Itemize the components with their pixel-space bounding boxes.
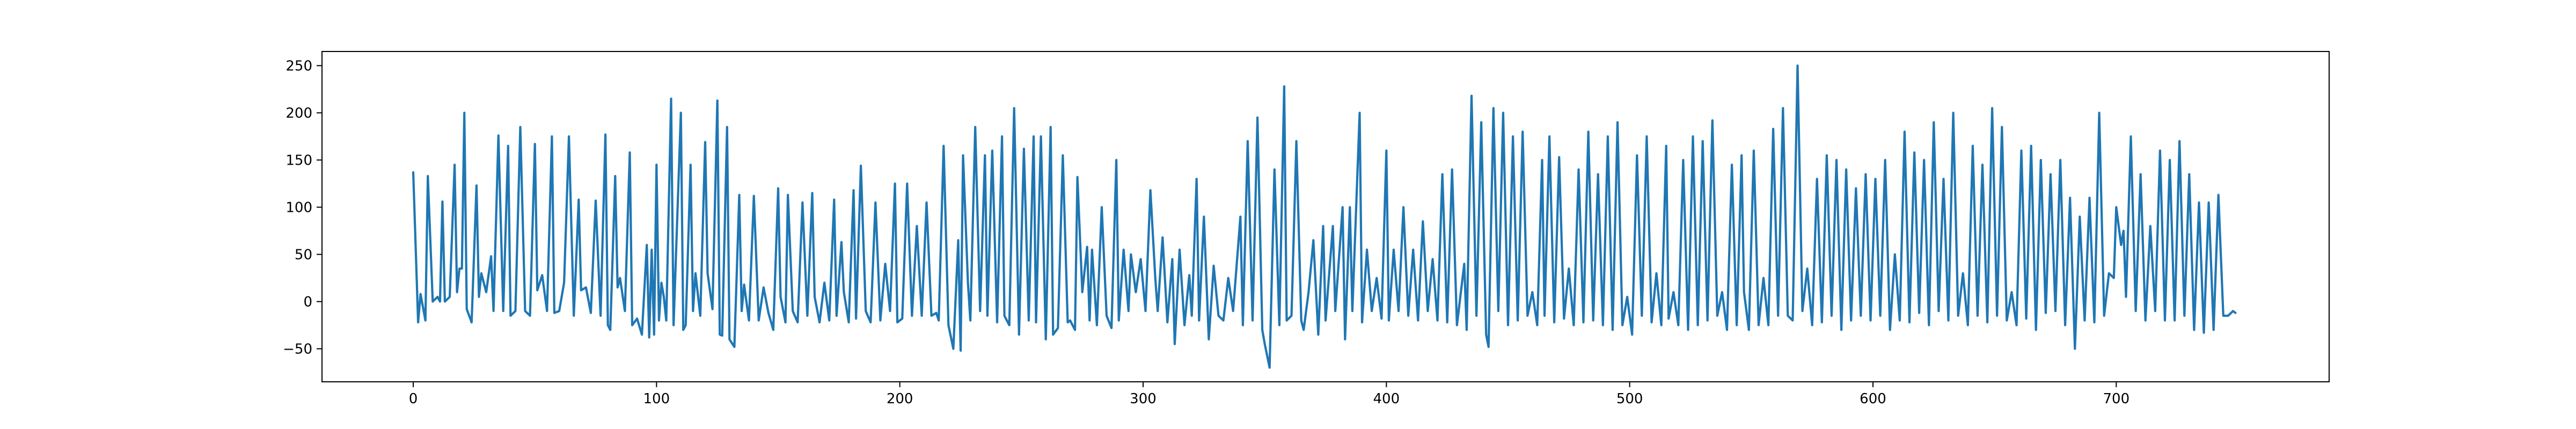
x-axis: 0 100 200 300 400 500 600 700 <box>409 382 2129 407</box>
x-tick-label: 700 <box>2103 391 2130 407</box>
y-tick-label: −50 <box>283 341 312 357</box>
y-tick-label: 250 <box>286 58 312 74</box>
series-line <box>412 64 2237 369</box>
y-tick-label: 0 <box>303 294 312 310</box>
y-tick-label: 100 <box>286 199 312 216</box>
y-axis: −50 0 50 100 150 200 250 <box>283 58 322 357</box>
axes-frame <box>321 51 2330 382</box>
x-tick-label: 600 <box>1860 391 1886 407</box>
y-tick-label: 200 <box>286 105 312 121</box>
x-tick-label: 300 <box>1130 391 1157 407</box>
y-tick-label: 150 <box>286 152 312 168</box>
x-tick-label: 100 <box>643 391 670 407</box>
y-tick-label: 50 <box>295 247 312 263</box>
x-tick-label: 500 <box>1616 391 1643 407</box>
x-tick-label: 0 <box>409 391 418 407</box>
plot-area <box>412 64 2237 369</box>
x-tick-label: 400 <box>1373 391 1400 407</box>
x-tick-label: 200 <box>887 391 913 407</box>
